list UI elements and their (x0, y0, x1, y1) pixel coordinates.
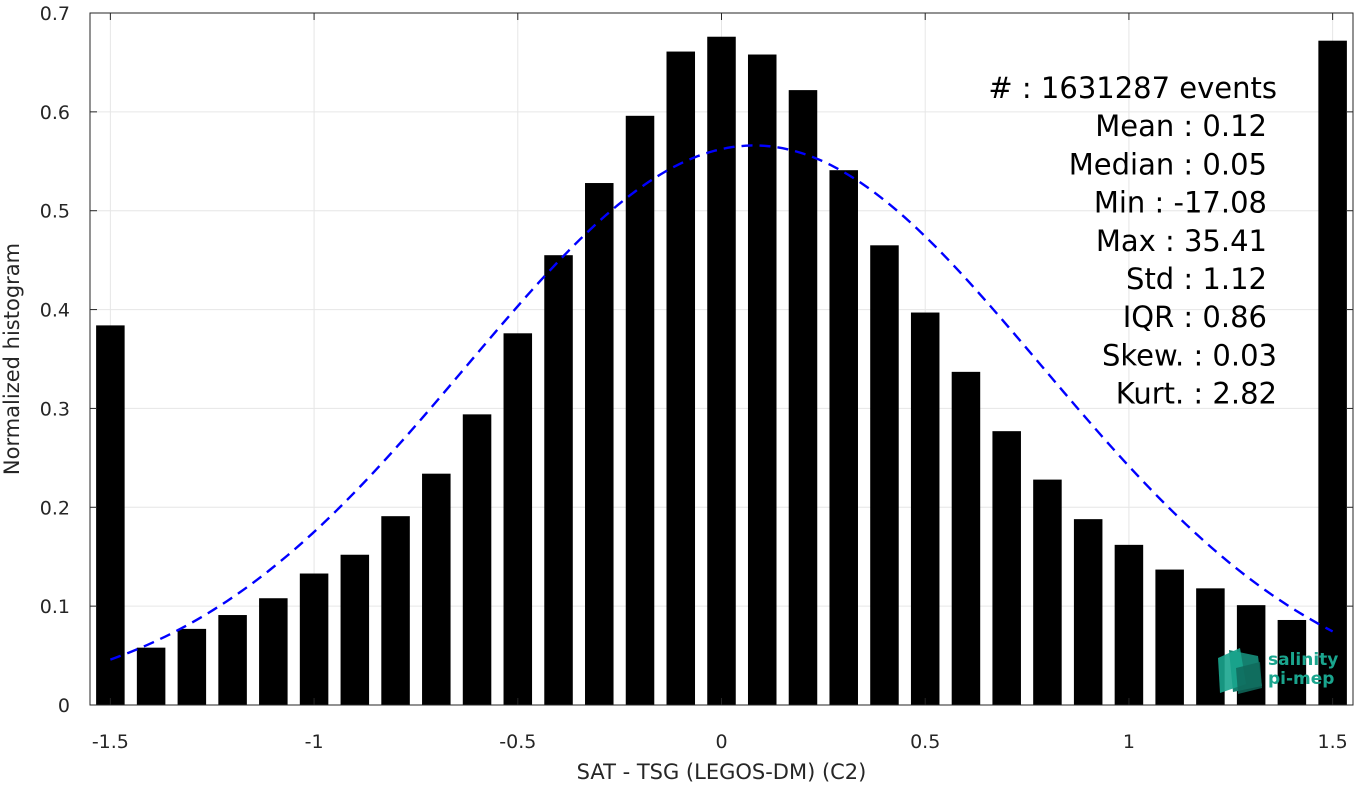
y-tick-label: 0.6 (40, 102, 70, 124)
histogram-bar (829, 170, 858, 705)
y-tick-label: 0.2 (40, 497, 70, 519)
x-axis-label: SAT - TSG (LEGOS-DM) (C2) (577, 760, 867, 784)
y-tick-label: 0.3 (40, 398, 70, 420)
histogram-bar (585, 183, 614, 705)
histogram-bar (177, 628, 207, 705)
stat-line: Min : -17.08 (1094, 186, 1267, 220)
histogram-bar (992, 431, 1021, 705)
histogram-bar (1318, 40, 1347, 706)
histogram-bar (625, 115, 655, 706)
histogram-bar (462, 414, 492, 705)
histogram-bar (747, 54, 777, 705)
stat-line: Std : 1.12 (1126, 262, 1267, 296)
x-axis-ticks: -1.5 -1 -0.5 0 0.5 1 1.5 (92, 13, 1348, 753)
y-tick-label: 0.5 (40, 201, 70, 223)
logo-line1: salinity (1268, 650, 1338, 670)
histogram-bar (299, 573, 329, 705)
stat-line: Kurt. : 2.82 (1116, 377, 1277, 411)
x-tick-label: 0 (715, 731, 727, 753)
stats-box: # : 1631287 events Mean : 0.12 Median : 0.… (988, 71, 1277, 411)
x-tick-label: -0.5 (499, 731, 536, 753)
histogram-bar (381, 516, 410, 705)
y-axis-label: Normalized histogram (0, 243, 24, 475)
histogram-bar (707, 36, 736, 706)
logo-line2: pi-mep (1268, 669, 1334, 689)
stat-line: Mean : 0.12 (1095, 109, 1267, 143)
stat-line: Skew. : 0.03 (1102, 338, 1277, 372)
histogram-bar (136, 647, 166, 705)
logo-mark-icon (1218, 648, 1262, 694)
histogram-bar (1033, 479, 1062, 705)
y-tick-label: 0.1 (40, 596, 70, 618)
histogram-bar (544, 255, 573, 705)
histogram-bar (96, 325, 125, 705)
histogram-bar (422, 473, 451, 705)
histogram-bar (788, 90, 818, 705)
histogram-bar (951, 371, 981, 705)
stat-line: # : 1631287 events (988, 71, 1277, 105)
histogram-bar (870, 245, 899, 706)
y-axis-ticks: 0 0.1 0.2 0.3 0.4 0.5 0.6 0.7 (40, 3, 1353, 717)
histogram-bar (218, 615, 247, 705)
bar-series (96, 36, 1347, 706)
histogram-bar (1114, 544, 1144, 705)
y-tick-label: 0.7 (40, 3, 70, 25)
y-tick-label: 0 (58, 695, 70, 717)
x-tick-label: 1 (1123, 731, 1135, 753)
x-tick-label: -1 (305, 731, 324, 753)
histogram-bar (1277, 619, 1307, 705)
x-tick-label: 0.5 (910, 731, 940, 753)
x-tick-label: -1.5 (92, 731, 129, 753)
salinity-pimep-logo: salinity pi-mep (1218, 648, 1338, 694)
y-tick-label: 0.4 (40, 300, 70, 322)
histogram-bar (259, 598, 288, 705)
histogram-bar (910, 312, 940, 705)
histogram-bar (1155, 569, 1184, 705)
x-tick-label: 1.5 (1318, 731, 1348, 753)
histogram-bar (666, 51, 696, 706)
gaussian-fit-curve (109, 144, 1334, 661)
histogram-bar (340, 554, 370, 705)
stat-line: IQR : 0.86 (1123, 300, 1267, 334)
histogram-bar (503, 333, 533, 705)
histogram-bar (1073, 519, 1103, 705)
stat-line: Max : 35.41 (1096, 224, 1267, 258)
stat-line: Median : 0.05 (1069, 147, 1267, 181)
